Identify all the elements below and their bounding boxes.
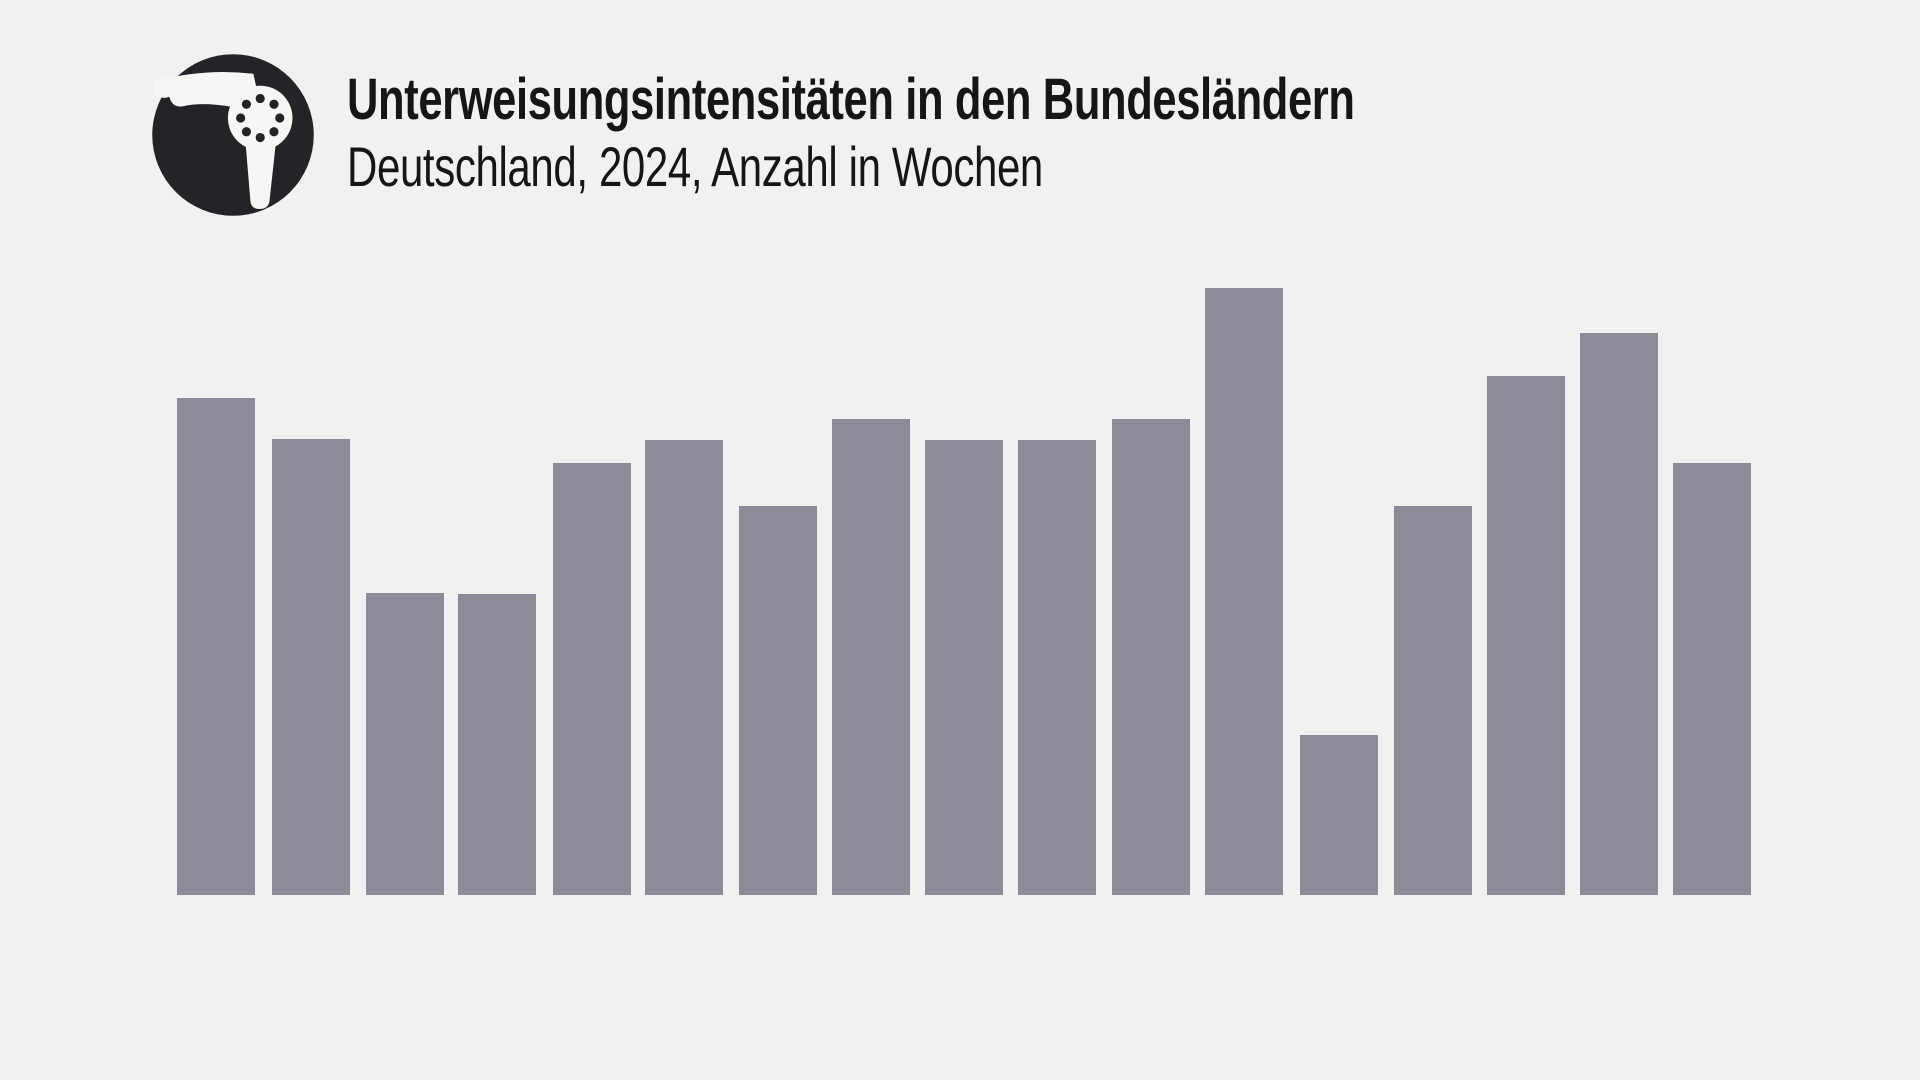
bar <box>1673 463 1751 895</box>
logo-dryer-handle <box>244 135 277 209</box>
bar <box>177 398 255 895</box>
bar <box>1112 419 1190 895</box>
bar <box>458 594 536 895</box>
logo-dryer-holes <box>236 93 285 143</box>
bar <box>739 506 817 895</box>
bar <box>925 440 1003 895</box>
bar <box>645 440 723 895</box>
bar <box>1580 333 1658 895</box>
bar <box>1018 440 1096 895</box>
bar <box>1394 506 1472 895</box>
bar <box>272 439 350 895</box>
bar <box>1205 288 1283 895</box>
bar <box>366 593 444 895</box>
page-title: Unterweisungsintensitäten in den Bundesl… <box>347 67 1355 132</box>
page-subtitle: Deutschland, 2024, Anzahl in Wochen <box>347 135 1043 198</box>
bar <box>1300 735 1378 895</box>
bar <box>832 419 910 895</box>
bar <box>553 463 631 895</box>
hair-dryer-logo-icon <box>152 54 314 216</box>
bar <box>1487 376 1565 895</box>
